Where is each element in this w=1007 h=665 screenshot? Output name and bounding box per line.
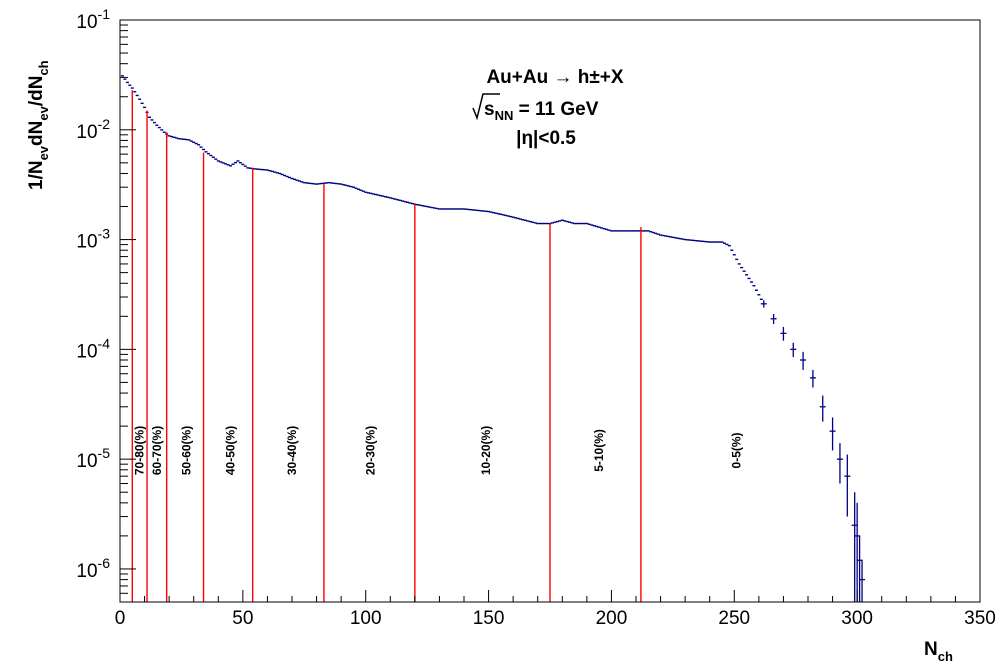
centrality-label: 20-30(%): [364, 426, 378, 475]
y-tick-label: 10-2: [76, 116, 110, 143]
y-axis-title: 1/NevdNev/dNch: [26, 60, 51, 190]
annotation-eta-cut: |η|<0.5: [516, 128, 576, 149]
annotation-energy: sNN = 11 GeV: [472, 93, 599, 123]
plot-area: 70-80(%) 60-70(%) 50-60(%) 40-50(%) 30-40(%)…: [120, 75, 866, 602]
x-axis-title: Nch: [924, 639, 953, 664]
x-tick-label: 300: [841, 608, 873, 629]
y-tick-label: 10-6: [76, 555, 110, 582]
y-tick-label: 10-5: [76, 445, 110, 472]
annotation-energy-subscript: NN: [495, 108, 514, 123]
x-tick-label: 150: [473, 608, 505, 629]
centrality-label: 50-60(%): [179, 426, 193, 475]
x-tick-label: 200: [596, 608, 628, 629]
x-tick-label: 50: [232, 608, 253, 629]
x-tick-label: 0: [115, 608, 126, 629]
annotation-energy-s: s: [484, 99, 495, 120]
y-tick-label: 10-3: [76, 226, 110, 253]
svg-text:sNN = 11 GeV: sNN = 11 GeV: [484, 99, 599, 123]
centrality-label: 60-70(%): [150, 426, 164, 475]
centrality-label: 5-10(%): [592, 429, 606, 472]
centrality-label: 30-40(%): [285, 426, 299, 475]
sqrt-sign-icon: [472, 93, 500, 121]
centrality-label: 40-50(%): [224, 426, 238, 475]
annotation-reaction: Au+Au → h±+X: [486, 67, 623, 88]
centrality-label: 70-80(%): [133, 426, 147, 475]
x-tick-label: 250: [718, 608, 750, 629]
x-tick-label: 350: [964, 608, 996, 629]
y-tick-label: 10-4: [76, 335, 110, 362]
x-tick-label: 100: [350, 608, 382, 629]
centrality-label: 10-20(%): [479, 426, 493, 475]
y-tick-label: 10-1: [76, 6, 110, 33]
annotation-energy-value: = 11 GeV: [513, 99, 598, 120]
axes: 0 50 100 150 200 250 300 350 10-6 10-5 10-4 10-3 10-…: [76, 6, 995, 629]
centrality-label: 0-5(%): [730, 432, 744, 468]
plot-frame: [119, 19, 981, 603]
